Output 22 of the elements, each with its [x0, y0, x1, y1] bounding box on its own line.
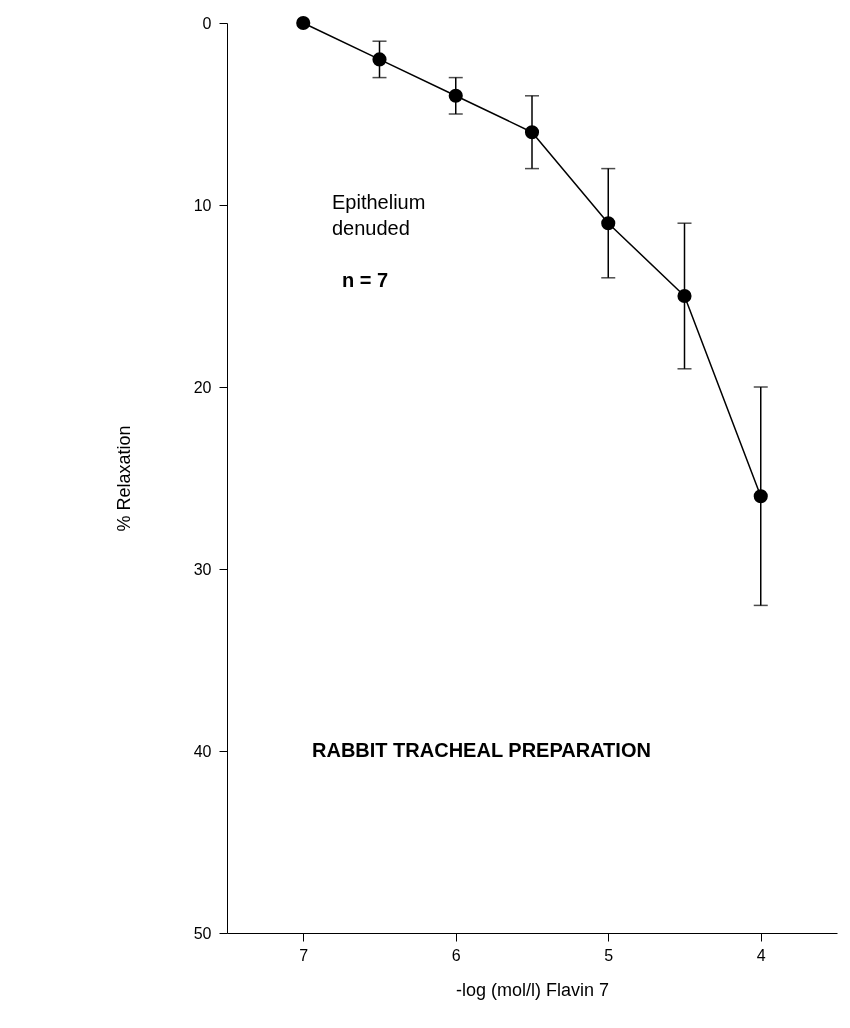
- y-tick-label: 20: [193, 378, 212, 396]
- y-tick-label: 40: [193, 742, 212, 760]
- annotation: Epithelium denuded: [332, 191, 426, 239]
- y-tick-label: 50: [193, 924, 212, 942]
- x-tick-label: 5: [604, 946, 614, 964]
- y-axis-title: % Relaxation: [113, 425, 134, 532]
- point: [372, 52, 387, 67]
- point: [296, 15, 311, 31]
- point: [677, 288, 692, 304]
- annotation: RABBIT TRACHEAL PREPARATION: [312, 739, 651, 761]
- x-axis-title: -log (mol/l) Flavin 7: [455, 979, 610, 1000]
- point: [524, 125, 540, 140]
- x-tick-label: 6: [451, 946, 461, 964]
- x-tick-label: 4: [756, 946, 766, 964]
- y-tick-label: 10: [193, 196, 212, 214]
- point: [448, 88, 463, 103]
- point: [753, 489, 768, 504]
- y-tick-label: 30: [193, 560, 212, 578]
- y-tick-label: 0: [202, 14, 212, 32]
- point: [601, 216, 616, 231]
- annotation: n = 7: [342, 269, 389, 291]
- x-tick-label: 7: [299, 946, 309, 964]
